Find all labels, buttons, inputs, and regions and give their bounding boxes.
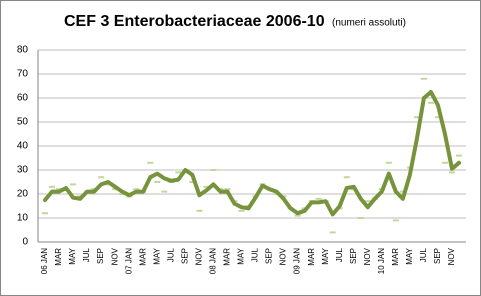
- x-tick-label: 10 JAN: [377, 248, 386, 274]
- x-tick-label: 09 JAN: [293, 248, 302, 274]
- x-tick-label: MAY: [152, 247, 161, 264]
- y-tick-label: 70: [17, 69, 29, 80]
- x-tick-label: NOV: [279, 247, 288, 265]
- chart-title: CEF 3 Enterobacteriaceae 2006-10: [64, 13, 325, 30]
- chart-subtitle: (numeri assoluti): [332, 18, 406, 29]
- x-tick-label: 08 JAN: [209, 248, 218, 274]
- y-tick-label: 50: [17, 117, 29, 128]
- x-tick-label: JUL: [335, 247, 344, 262]
- y-tick-label: 0: [22, 237, 28, 248]
- y-tick-label: 60: [17, 93, 29, 104]
- x-tick-label: MAY: [68, 247, 77, 264]
- y-tick-label: 80: [17, 45, 29, 56]
- x-tick-label: MAR: [54, 248, 63, 266]
- x-tick-label: JUL: [166, 247, 175, 262]
- y-tick-label: 20: [17, 189, 29, 200]
- data-line: [43, 90, 461, 217]
- x-tick-label: JUL: [251, 247, 260, 262]
- y-tick-label: 10: [17, 213, 29, 224]
- x-tick-label: SEP: [180, 248, 189, 264]
- y-tick-label: 40: [17, 141, 29, 152]
- x-tick-label: NOV: [447, 247, 456, 265]
- x-tick-label: MAR: [223, 248, 232, 266]
- x-tick-label: 07 JAN: [124, 248, 133, 274]
- x-tick-label: SEP: [433, 248, 442, 264]
- x-tick-label: 06 JAN: [40, 248, 49, 274]
- x-tick-label: SEP: [96, 248, 105, 264]
- x-tick-label: NOV: [110, 247, 119, 265]
- x-tick-label: MAR: [391, 248, 400, 266]
- x-tick-label: NOV: [194, 247, 203, 265]
- x-tick-label: MAY: [321, 247, 330, 264]
- x-tick-label: SEP: [265, 248, 274, 264]
- x-tick-label: NOV: [363, 247, 372, 265]
- x-tick-label: MAY: [237, 247, 246, 264]
- x-tick-label: SEP: [349, 248, 358, 264]
- x-tick-label: MAY: [405, 247, 414, 264]
- x-tick-label: JUL: [82, 247, 91, 262]
- x-tick-label: MAR: [138, 248, 147, 266]
- x-tick-label: MAR: [307, 248, 316, 266]
- x-tick-label: JUL: [419, 247, 428, 262]
- y-tick-label: 30: [17, 165, 29, 176]
